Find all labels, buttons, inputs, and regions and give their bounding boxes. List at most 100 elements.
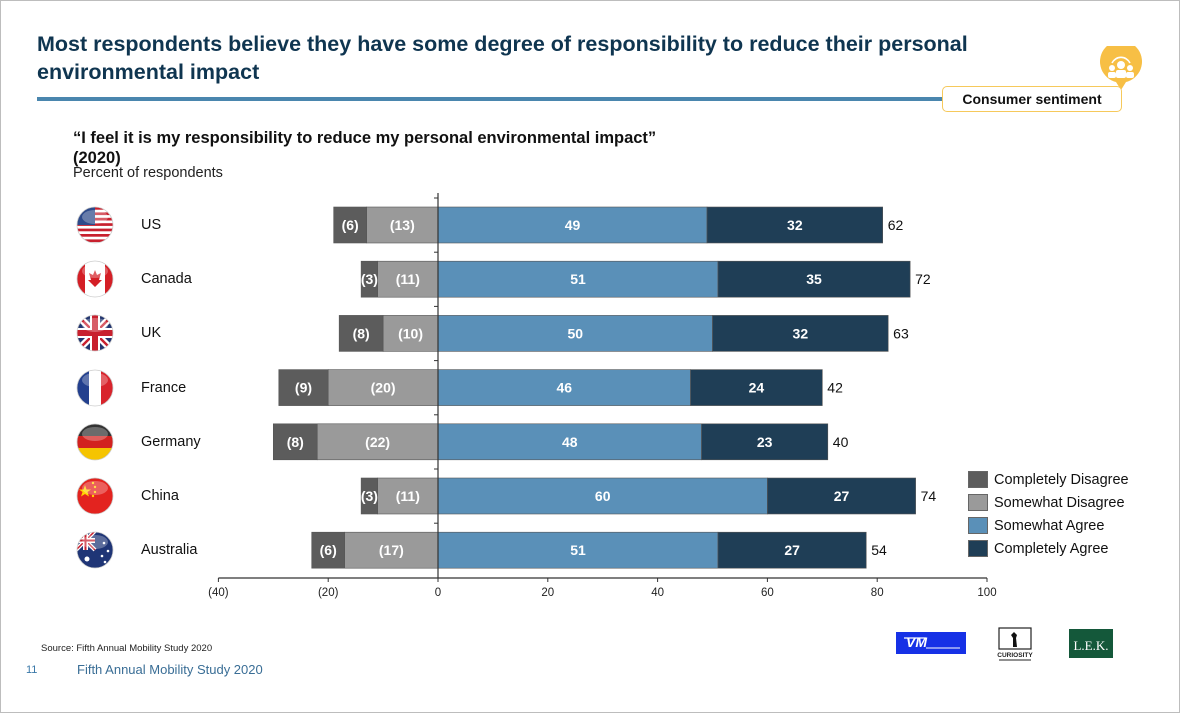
svg-text:CURIOSITY: CURIOSITY — [997, 652, 1033, 659]
chart-subtitle-line1: “I feel it is my responsibility to reduc… — [73, 129, 657, 147]
total-agree-label-china: 74 — [921, 488, 937, 504]
bar-completely-disagree-france — [278, 369, 329, 406]
data-label-completely-disagree-us: (6) — [342, 217, 359, 233]
bar-completely-agree-canada — [717, 260, 911, 298]
x-tick-label: 60 — [761, 587, 774, 599]
bar-somewhat-disagree-france — [327, 369, 439, 406]
us-flag-icon — [76, 206, 114, 244]
legend-swatch — [968, 494, 988, 511]
bar-completely-disagree-australia — [311, 531, 345, 569]
data-label-completely-agree-germany: 23 — [757, 434, 773, 450]
total-agree-label-us: 62 — [888, 217, 904, 233]
country-label-canada: Canada — [141, 271, 192, 288]
bar-somewhat-agree-germany — [437, 423, 702, 461]
curiosity-logo: CURIOSITY — [996, 627, 1034, 663]
total-agree-label-australia: 54 — [871, 542, 887, 558]
data-label-somewhat-agree-uk: 50 — [567, 325, 583, 341]
data-label-completely-disagree-france: (9) — [295, 380, 312, 396]
country-label-germany: Germany — [141, 433, 201, 450]
bar-completely-disagree-germany — [272, 423, 318, 461]
svg-text:VM: VM — [906, 634, 927, 650]
total-agree-label-canada: 72 — [915, 271, 931, 287]
bar-completely-agree-australia — [717, 531, 867, 569]
x-tick-label: (40) — [208, 587, 229, 599]
x-tick-label: 40 — [651, 587, 664, 599]
data-label-somewhat-disagree-us: (13) — [390, 217, 415, 233]
country-label-australia: Australia — [141, 542, 198, 559]
title-rule — [37, 97, 1097, 101]
data-label-completely-disagree-germany: (8) — [287, 434, 304, 450]
data-label-somewhat-disagree-uk: (10) — [398, 325, 423, 341]
country-label-us: US — [141, 217, 162, 233]
legend-swatch — [968, 540, 988, 557]
x-tick-label: 100 — [977, 587, 996, 599]
bar-somewhat-disagree-china — [377, 477, 439, 515]
legend-item-somewhat-agree: Somewhat Agree — [968, 514, 1129, 537]
slide-title: Most respondents believe they have some … — [37, 32, 968, 84]
data-label-somewhat-disagree-canada: (11) — [396, 271, 420, 287]
germany-flag-icon — [76, 423, 114, 461]
total-agree-label-germany: 40 — [833, 434, 849, 450]
legend-item-completely-agree: Completely Agree — [968, 537, 1129, 560]
chart-subtitle: “I feel it is my responsibility to reduc… — [73, 128, 656, 168]
bar-completely-disagree-uk — [338, 315, 384, 352]
china-flag-icon — [76, 477, 114, 515]
data-label-somewhat-agree-us: 49 — [565, 217, 581, 233]
bar-somewhat-agree-australia — [437, 531, 719, 569]
data-label-completely-disagree-australia: (6) — [320, 542, 337, 558]
source-note: Source: Fifth Annual Mobility Study 2020 — [41, 643, 213, 654]
data-label-somewhat-disagree-china: (11) — [396, 488, 420, 504]
total-agree-label-uk: 63 — [893, 325, 909, 341]
bar-completely-agree-china — [767, 477, 916, 515]
country-label-uk: UK — [141, 325, 162, 342]
people-group-icon — [1100, 46, 1142, 90]
country-label-france: France — [141, 379, 187, 396]
legend-swatch — [968, 471, 988, 488]
legend-item-somewhat-disagree: Somewhat Disagree — [968, 491, 1129, 514]
lek-logo: L.E.K. — [1069, 629, 1113, 658]
chart-subtitle-line2: (2020) — [73, 149, 121, 167]
chart-legend: Completely Disagree Somewhat Disagree Some… — [968, 468, 1129, 560]
data-label-completely-disagree-china: (3) — [361, 488, 378, 504]
data-label-somewhat-disagree-germany: (22) — [365, 434, 390, 450]
bar-completely-agree-us — [706, 206, 883, 244]
bar-completely-disagree-canada — [360, 260, 378, 298]
data-label-completely-agree-us: 32 — [787, 217, 803, 233]
bar-somewhat-disagree-germany — [316, 423, 439, 461]
x-tick-label: 20 — [541, 587, 554, 599]
data-label-completely-agree-canada: 35 — [806, 271, 822, 287]
vision-mobility-logo: VM — [896, 632, 966, 654]
x-tick-label: 0 — [435, 587, 441, 599]
legend-label: Somewhat Disagree — [994, 494, 1125, 511]
bar-completely-agree-germany — [701, 423, 829, 461]
data-label-somewhat-agree-australia: 51 — [570, 542, 586, 558]
data-label-somewhat-agree-germany: 48 — [562, 434, 578, 450]
bar-completely-agree-uk — [712, 315, 889, 352]
data-label-completely-agree-australia: 27 — [784, 542, 800, 558]
total-agree-label-france: 42 — [827, 380, 843, 396]
bar-somewhat-disagree-canada — [377, 260, 439, 298]
bar-somewhat-agree-us — [437, 206, 708, 244]
page-number: 11 — [26, 664, 38, 676]
legend-swatch — [968, 517, 988, 534]
country-label-china: China — [141, 488, 179, 504]
data-label-somewhat-agree-canada: 51 — [570, 271, 586, 287]
bar-somewhat-disagree-us — [366, 206, 439, 244]
data-label-completely-agree-france: 24 — [749, 380, 765, 396]
x-tick-label: 80 — [871, 587, 884, 599]
unit-label: Percent of respondents — [73, 165, 223, 181]
uk-flag-icon — [76, 314, 114, 352]
footer-text: Fifth Annual Mobility Study 2020 — [77, 662, 263, 677]
data-label-completely-agree-uk: 32 — [793, 325, 809, 341]
consumer-sentiment-badge: Consumer sentiment — [942, 86, 1122, 112]
data-label-completely-agree-china: 27 — [834, 488, 850, 504]
x-tick-label: (20) — [318, 587, 339, 599]
bar-somewhat-agree-france — [437, 369, 691, 406]
bar-somewhat-agree-uk — [437, 315, 713, 352]
australia-flag-icon — [76, 531, 114, 569]
data-label-somewhat-agree-china: 60 — [595, 488, 611, 504]
legend-label: Completely Disagree — [994, 471, 1129, 488]
france-flag-icon — [76, 369, 114, 407]
legend-label: Somewhat Agree — [994, 517, 1105, 534]
